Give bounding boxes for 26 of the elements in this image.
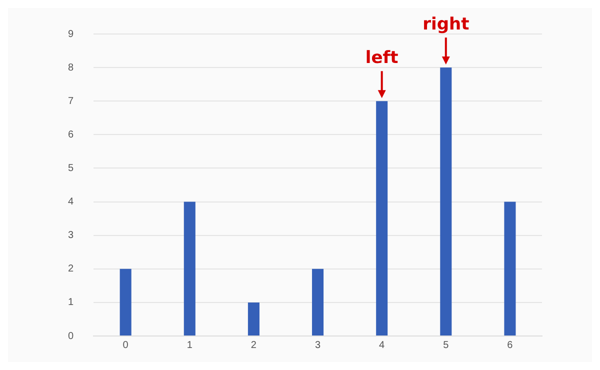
x-tick-label: 4 bbox=[379, 340, 386, 351]
y-tick-label: 3 bbox=[68, 230, 74, 242]
bar bbox=[440, 68, 452, 336]
bar bbox=[376, 101, 388, 336]
x-tick-label: 2 bbox=[250, 340, 257, 351]
bar bbox=[504, 202, 516, 336]
annotation: right bbox=[422, 14, 470, 34]
y-tick-label: 0 bbox=[68, 330, 74, 342]
bar bbox=[248, 302, 260, 336]
bar bbox=[312, 268, 324, 336]
y-tick-label: 4 bbox=[68, 196, 74, 208]
y-tick-label: 2 bbox=[68, 264, 74, 275]
y-tick-label: 1 bbox=[68, 297, 74, 308]
x-tick-label: 5 bbox=[443, 340, 450, 351]
y-tick-label: 9 bbox=[68, 28, 74, 40]
x-tick-label: 3 bbox=[315, 340, 321, 351]
y-tick-label: 7 bbox=[68, 96, 74, 107]
x-tick-label: 6 bbox=[507, 340, 514, 351]
bar bbox=[184, 202, 196, 336]
y-tick-label: 6 bbox=[68, 129, 74, 140]
y-tick-label: 8 bbox=[68, 62, 74, 74]
x-tick-label: 0 bbox=[122, 340, 129, 351]
y-tick-label: 5 bbox=[68, 162, 74, 174]
annotation: left bbox=[365, 48, 398, 68]
x-tick-label: 1 bbox=[186, 340, 193, 351]
bar bbox=[120, 268, 132, 336]
